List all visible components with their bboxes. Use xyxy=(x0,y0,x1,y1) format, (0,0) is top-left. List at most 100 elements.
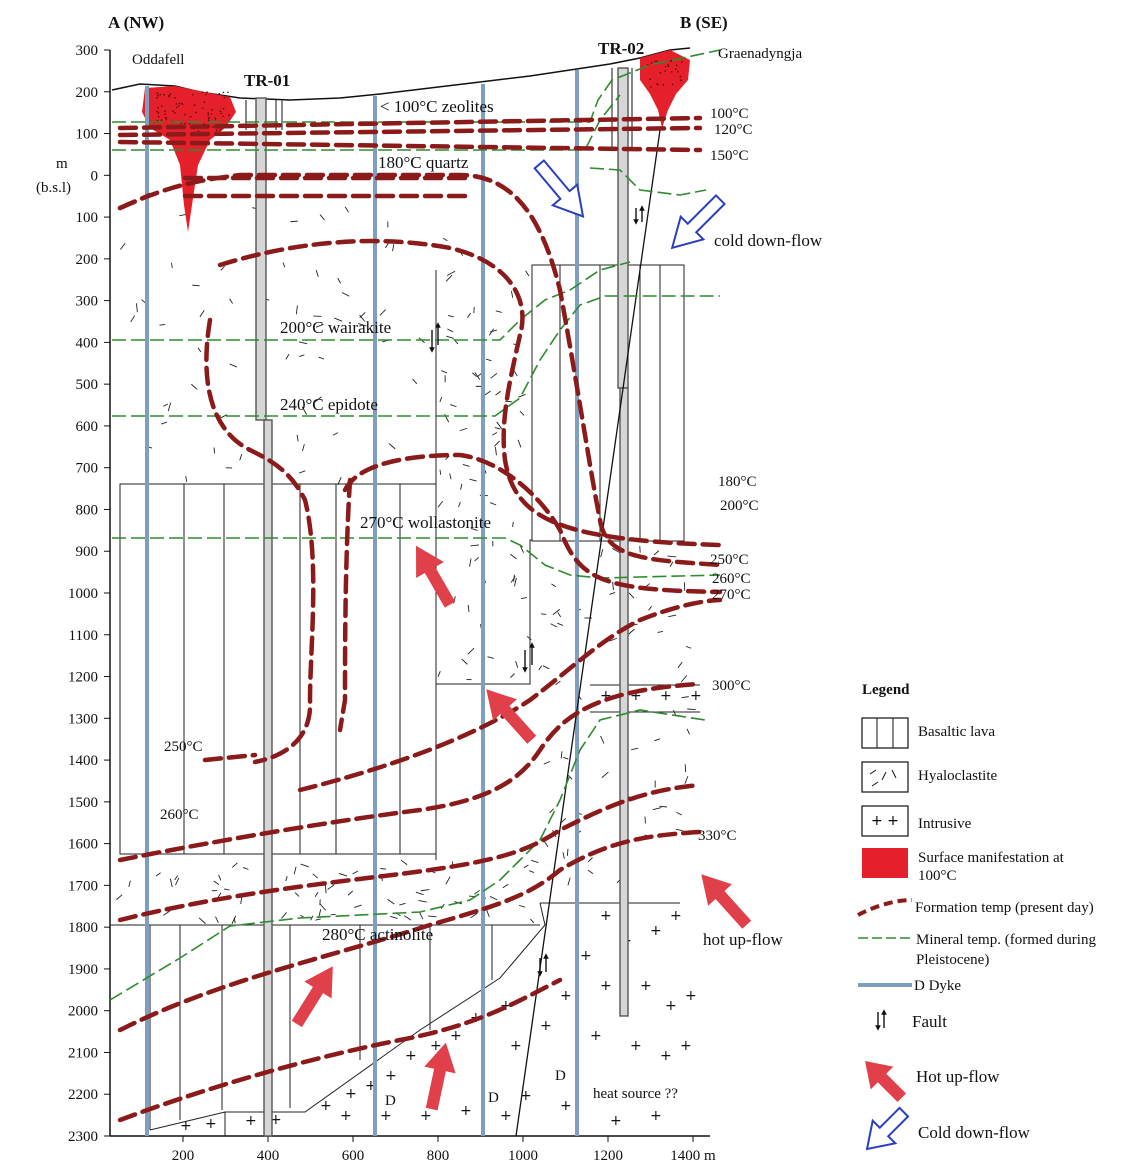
hyaloclastite-texture xyxy=(116,206,696,925)
surface-manifestation-oddafell xyxy=(142,86,236,232)
depth-tick-label: 400 xyxy=(76,335,99,351)
label-tr02: TR-02 xyxy=(598,39,644,58)
svg-text:+: + xyxy=(600,978,612,994)
distance-tick-label: 800 xyxy=(427,1148,450,1164)
zone-zeolites: < 100°C zeolites xyxy=(380,97,494,116)
svg-text:Surface manifestation at: Surface manifestation at xyxy=(918,850,1065,866)
label-oddafell: Oddafell xyxy=(132,52,184,68)
svg-text:+: + xyxy=(510,1038,522,1054)
isotherm-150: 150°C xyxy=(710,148,749,164)
depth-unit: m xyxy=(56,156,68,172)
svg-text:+: + xyxy=(460,1103,472,1119)
fault-line xyxy=(515,129,661,1137)
isotherm-100: 100°C xyxy=(710,106,749,122)
depth-tick-label: 2300 xyxy=(68,1129,98,1145)
distance-tick-label: 1400 m xyxy=(670,1148,716,1164)
svg-text:+: + xyxy=(690,688,702,704)
depth-tick-label: 800 xyxy=(76,502,99,518)
legend-dyke: D Dyke xyxy=(858,978,961,994)
isotherm-270: 270°C xyxy=(712,587,751,603)
legend-intrusive: + + Intrusive xyxy=(861,805,972,837)
dyke-mark-3: D xyxy=(555,1068,566,1084)
svg-text:+: + xyxy=(560,1098,572,1114)
svg-text:Intrusive: Intrusive xyxy=(918,816,972,832)
depth-tick-label: 300 xyxy=(76,294,99,310)
depth-axis: 3002001000100200300400500600700800900100… xyxy=(68,43,110,1145)
svg-text:+: + xyxy=(630,688,642,704)
zone-wairakite: 200°C wairakite xyxy=(280,318,391,337)
zone-epidote: 240°C epidote xyxy=(280,395,378,414)
depth-tick-label: 1800 xyxy=(68,920,98,936)
depth-tick-label: 1100 xyxy=(69,628,98,644)
svg-text:D Dyke: D Dyke xyxy=(914,978,961,994)
label-hot-upflow: hot up-flow xyxy=(703,930,784,949)
depth-tick-label: 100 xyxy=(76,210,99,226)
depth-tick-label: 1600 xyxy=(68,837,98,853)
dyke-mark-1: D xyxy=(385,1093,396,1109)
distance-tick-label: 400 xyxy=(257,1148,280,1164)
fault-arrows xyxy=(429,205,645,977)
label-cold-downflow: cold down-flow xyxy=(714,231,823,250)
svg-text:100°C: 100°C xyxy=(918,868,957,884)
svg-text:+: + xyxy=(660,1048,672,1064)
svg-text:+: + xyxy=(500,1108,512,1124)
distance-tick-label: 600 xyxy=(342,1148,365,1164)
section-end-label: B (SE) xyxy=(680,13,728,32)
depth-tick-label: 0 xyxy=(91,168,99,184)
svg-text:Hyaloclastite: Hyaloclastite xyxy=(918,768,997,784)
legend-cold-downflow: Cold down-flow xyxy=(865,1106,1031,1151)
isotherm-330: 330°C xyxy=(698,828,737,844)
legend-formation-temp: Formation temp (present day) xyxy=(857,898,1094,917)
isotherm-120: 120°C xyxy=(714,122,753,138)
svg-text:+: + xyxy=(340,1108,352,1124)
isotherm-300: 300°C xyxy=(712,678,751,694)
svg-text:+: + xyxy=(405,1048,417,1064)
svg-text:+: + xyxy=(610,1113,622,1129)
svg-text:Fault: Fault xyxy=(912,1012,947,1031)
svg-text:Mineral temp. (formed during: Mineral temp. (formed during xyxy=(916,932,1096,948)
svg-text:+: + xyxy=(580,948,592,964)
formation-isotherms xyxy=(117,115,723,1123)
svg-text:+: + xyxy=(450,1028,462,1044)
legend-mineral-temp: Mineral temp. (formed during Pleistocene… xyxy=(858,932,1096,968)
dyke-mark-2: D xyxy=(488,1090,499,1106)
mineral-temp-lines xyxy=(109,49,721,1001)
isotherm-left-250: 250°C xyxy=(164,739,203,755)
svg-text:Pleistocene): Pleistocene) xyxy=(916,952,989,968)
svg-text:+: + xyxy=(245,1113,257,1129)
depth-tick-label: 2000 xyxy=(68,1004,98,1020)
svg-text:+: + xyxy=(630,1038,642,1054)
isotherm-250: 250°C xyxy=(710,552,749,568)
svg-text:+: + xyxy=(385,1068,397,1084)
heat-source-label: heat source ?? xyxy=(593,1086,678,1102)
svg-text:+: + xyxy=(270,1112,282,1128)
depth-tick-label: 1400 xyxy=(68,753,98,769)
label-graenadyngja: Graenadyngja xyxy=(718,46,802,62)
svg-text:Cold down-flow: Cold down-flow xyxy=(918,1123,1031,1142)
depth-tick-label: 600 xyxy=(76,419,99,435)
isotherm-200: 200°C xyxy=(720,498,759,514)
distance-axis: 200 400 600 800 1000 1200 1400 m xyxy=(172,1136,716,1164)
legend-hyaloclastite: Hyaloclastite xyxy=(861,761,997,793)
depth-tick-label: 2100 xyxy=(68,1045,98,1061)
surface-manifestation-graenadyngja xyxy=(640,50,690,128)
distance-tick-label: 1200 xyxy=(593,1148,623,1164)
svg-text:+: + xyxy=(430,1038,442,1054)
svg-text:+: + xyxy=(600,688,612,704)
depth-tick-label: 1900 xyxy=(68,962,98,978)
svg-text:+: + xyxy=(650,1108,662,1124)
svg-text:+: + xyxy=(500,998,512,1014)
depth-tick-label: 200 xyxy=(76,252,99,268)
svg-text:Basaltic lava: Basaltic lava xyxy=(918,724,995,740)
depth-tick-label: 1300 xyxy=(68,711,98,727)
svg-text:+: + xyxy=(365,1078,377,1094)
svg-text:+: + xyxy=(660,688,672,704)
depth-tick-label: 500 xyxy=(76,377,99,393)
distance-tick-label: 200 xyxy=(172,1148,195,1164)
surface-dots xyxy=(153,59,683,132)
svg-text:+: + xyxy=(685,988,697,1004)
cold-downflow-arrows xyxy=(533,159,726,250)
legend: Legend Basaltic lava Hyaloclastite + + I… xyxy=(857,682,1096,1151)
zone-actinolite: 280°C actinolite xyxy=(322,925,433,944)
svg-text:+: + xyxy=(665,998,677,1014)
